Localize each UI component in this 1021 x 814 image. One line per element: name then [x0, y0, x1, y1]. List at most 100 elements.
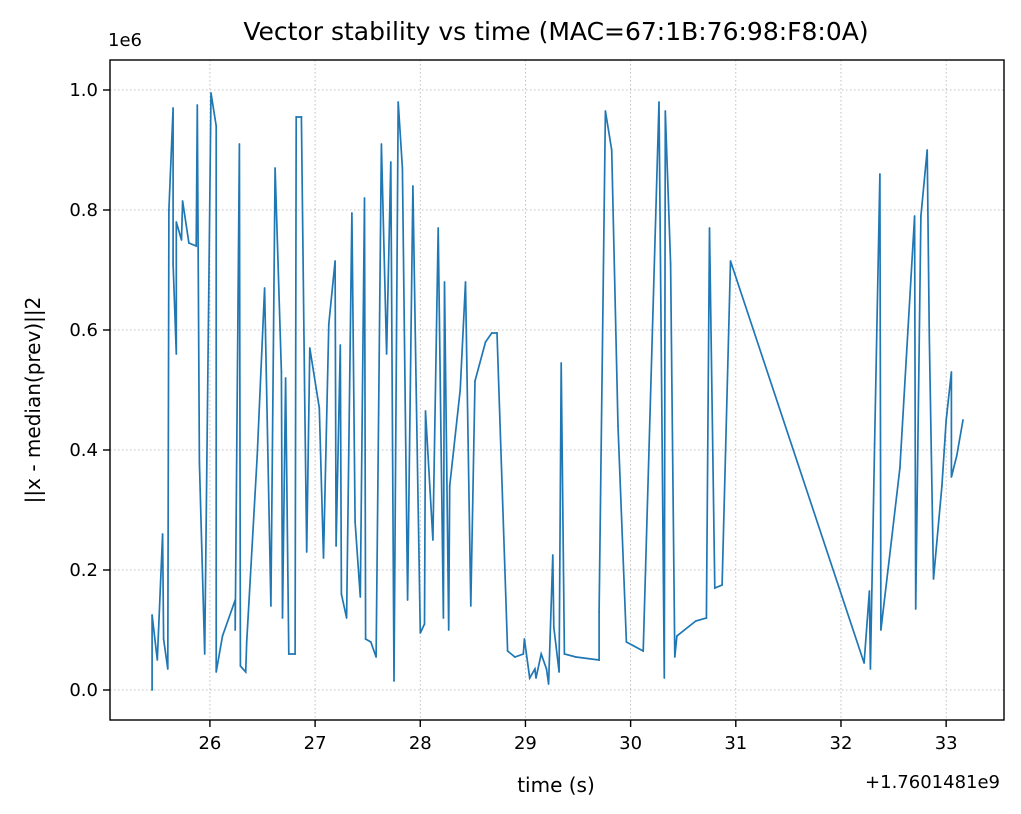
data-point — [397, 101, 400, 103]
data-point — [879, 173, 881, 175]
data-point — [514, 656, 516, 658]
x-tick-label: 28 — [409, 733, 432, 754]
data-point — [625, 641, 628, 643]
data-point — [442, 617, 445, 619]
chart-title: Vector stability vs time (MAC=67:1B:76:9… — [243, 17, 868, 46]
data-point — [598, 611, 600, 613]
data-point — [560, 362, 563, 364]
data-point — [448, 485, 451, 487]
data-point — [180, 239, 183, 241]
data-point — [914, 608, 917, 610]
data-point — [210, 92, 212, 94]
data-point — [920, 215, 922, 217]
data-point — [151, 614, 154, 616]
data-point — [880, 629, 882, 631]
data-point — [215, 671, 218, 673]
data-point — [575, 656, 577, 658]
y-axis-label: ||x - median(prev)||2 — [21, 297, 45, 504]
data-point — [389, 161, 392, 163]
data-point — [423, 623, 426, 625]
data-point — [899, 467, 901, 469]
data-point — [281, 617, 284, 619]
data-point — [334, 260, 336, 262]
data-point — [401, 167, 404, 169]
data-point — [294, 653, 296, 655]
data-point — [188, 242, 190, 244]
data-point — [364, 638, 367, 640]
x-tick-label: 30 — [619, 733, 642, 754]
data-point — [270, 605, 272, 607]
data-point — [490, 332, 493, 334]
data-point — [244, 671, 247, 673]
data-point — [664, 110, 667, 112]
data-point — [713, 587, 716, 589]
data-point — [443, 281, 446, 283]
data-point — [375, 656, 377, 658]
data-point — [950, 476, 953, 478]
data-points — [151, 92, 964, 691]
data-point — [203, 653, 206, 655]
y-tick-label: 0.2 — [69, 560, 98, 581]
data-point — [913, 215, 916, 217]
data-point — [432, 539, 434, 541]
y-tick-label: 0.0 — [69, 680, 98, 701]
data-point — [345, 617, 348, 619]
data-point — [215, 125, 218, 127]
data-point — [295, 116, 298, 118]
data-point — [181, 200, 184, 202]
y-tick-label: 0.8 — [69, 200, 98, 221]
data-point — [563, 653, 566, 655]
data-point — [156, 659, 159, 661]
plot-frame — [109, 59, 1005, 721]
data-point — [869, 668, 872, 670]
data-point — [327, 323, 330, 325]
data-point — [340, 593, 343, 595]
data-point — [535, 677, 537, 679]
data-point — [474, 380, 476, 382]
data-point — [172, 263, 175, 265]
data-point — [708, 227, 711, 229]
data-point — [469, 605, 472, 607]
data-point — [322, 557, 325, 559]
data-point — [406, 599, 409, 601]
data-point — [540, 653, 543, 655]
data-point — [676, 635, 678, 637]
data-point — [663, 677, 666, 679]
data-point — [673, 656, 676, 658]
data-point — [351, 212, 353, 214]
grid — [110, 60, 1004, 720]
data-point — [198, 461, 201, 463]
data-point — [863, 662, 865, 664]
data-point — [354, 521, 356, 523]
data-point — [393, 680, 395, 682]
data-point — [424, 410, 427, 412]
x-tick-label: 29 — [514, 733, 537, 754]
data-point — [280, 371, 283, 373]
y-tick-label: 0.4 — [69, 440, 98, 461]
x-tick-label: 33 — [935, 733, 958, 754]
data-point — [380, 143, 383, 145]
data-point — [642, 650, 645, 652]
data-point — [287, 653, 290, 655]
x-tick-label: 27 — [304, 733, 327, 754]
data-point — [415, 383, 417, 385]
data-point — [195, 245, 198, 247]
data-point — [484, 341, 487, 343]
data-point — [552, 626, 555, 628]
data-point — [705, 617, 708, 619]
data-point — [151, 689, 154, 691]
data-point — [305, 551, 308, 553]
data-point — [274, 167, 276, 169]
data-point — [551, 554, 554, 556]
data-point — [721, 584, 723, 586]
x-axis-label: time (s) — [517, 773, 595, 797]
data-point — [234, 629, 237, 631]
data-point — [528, 677, 531, 679]
data-point — [234, 599, 237, 601]
data-point — [238, 143, 241, 145]
data-point — [617, 425, 619, 427]
data-point — [256, 455, 259, 457]
data-point — [545, 668, 548, 670]
data-point — [868, 590, 871, 592]
data-point — [363, 197, 366, 199]
